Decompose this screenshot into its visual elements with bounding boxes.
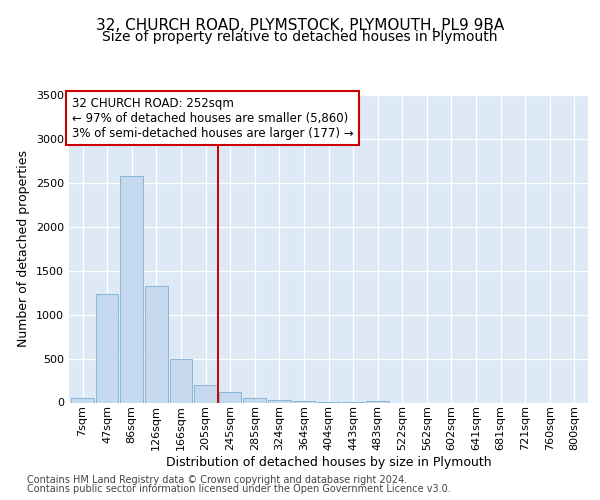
Text: 32 CHURCH ROAD: 252sqm
← 97% of detached houses are smaller (5,860)
3% of semi-d: 32 CHURCH ROAD: 252sqm ← 97% of detached… — [71, 96, 353, 140]
Bar — [121, 176, 143, 402]
Y-axis label: Number of detached properties: Number of detached properties — [17, 150, 31, 347]
Text: Size of property relative to detached houses in Plymouth: Size of property relative to detached ho… — [102, 30, 498, 44]
Text: 32, CHURCH ROAD, PLYMSTOCK, PLYMOUTH, PL9 9BA: 32, CHURCH ROAD, PLYMSTOCK, PLYMOUTH, PL… — [96, 18, 504, 32]
X-axis label: Distribution of detached houses by size in Plymouth: Distribution of detached houses by size … — [166, 456, 491, 469]
Bar — [219, 392, 241, 402]
Bar — [145, 286, 167, 403]
Bar — [293, 400, 315, 402]
Bar — [194, 385, 217, 402]
Bar — [367, 400, 389, 402]
Bar — [268, 400, 290, 402]
Bar — [170, 360, 192, 403]
Text: Contains HM Land Registry data © Crown copyright and database right 2024.: Contains HM Land Registry data © Crown c… — [27, 475, 407, 485]
Bar — [71, 398, 94, 402]
Bar — [96, 294, 118, 403]
Text: Contains public sector information licensed under the Open Government Licence v3: Contains public sector information licen… — [27, 484, 451, 494]
Bar — [244, 398, 266, 402]
